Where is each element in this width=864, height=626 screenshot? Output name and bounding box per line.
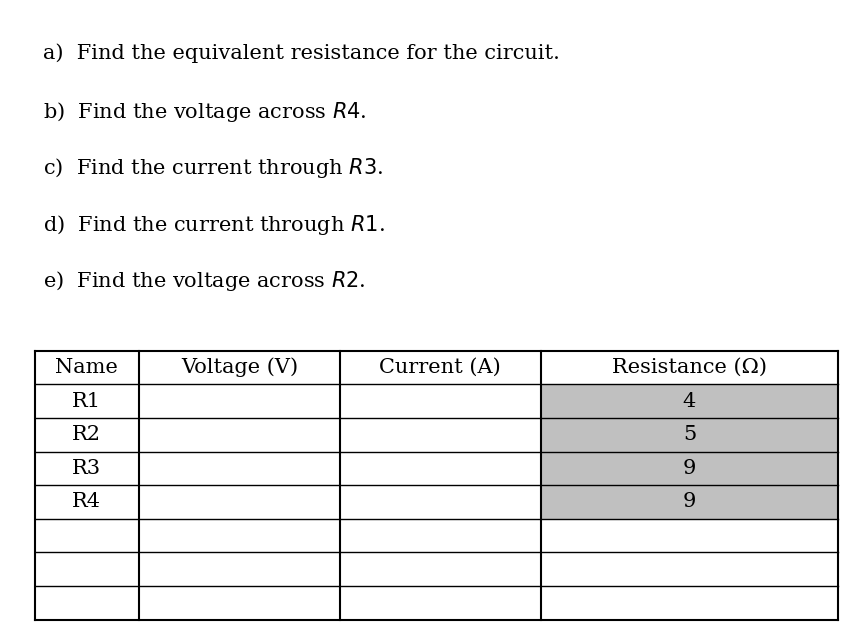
Text: b)  Find the voltage across $R4$.: b) Find the voltage across $R4$. [43,100,367,124]
Text: 4: 4 [683,391,696,411]
Bar [541,451,838,485]
Text: 9: 9 [683,493,696,511]
Text: R2: R2 [73,425,101,444]
Bar [541,485,838,519]
Text: Resistance (Ω): Resistance (Ω) [612,358,767,377]
Text: Voltage (V): Voltage (V) [181,357,298,377]
Bar [541,418,838,451]
Text: Current (A): Current (A) [379,358,501,377]
Text: R3: R3 [73,459,101,478]
Text: c)  Find the current through $R3$.: c) Find the current through $R3$. [43,156,384,180]
Text: a)  Find the equivalent resistance for the circuit.: a) Find the equivalent resistance for th… [43,44,560,63]
Text: 9: 9 [683,459,696,478]
Text: 5: 5 [683,425,696,444]
Text: e)  Find the voltage across $R2$.: e) Find the voltage across $R2$. [43,269,365,293]
Text: d)  Find the current through $R1$.: d) Find the current through $R1$. [43,213,385,237]
Text: R1: R1 [73,391,101,411]
Text: R4: R4 [73,493,101,511]
Bar [541,384,838,418]
Text: Name: Name [55,358,118,377]
